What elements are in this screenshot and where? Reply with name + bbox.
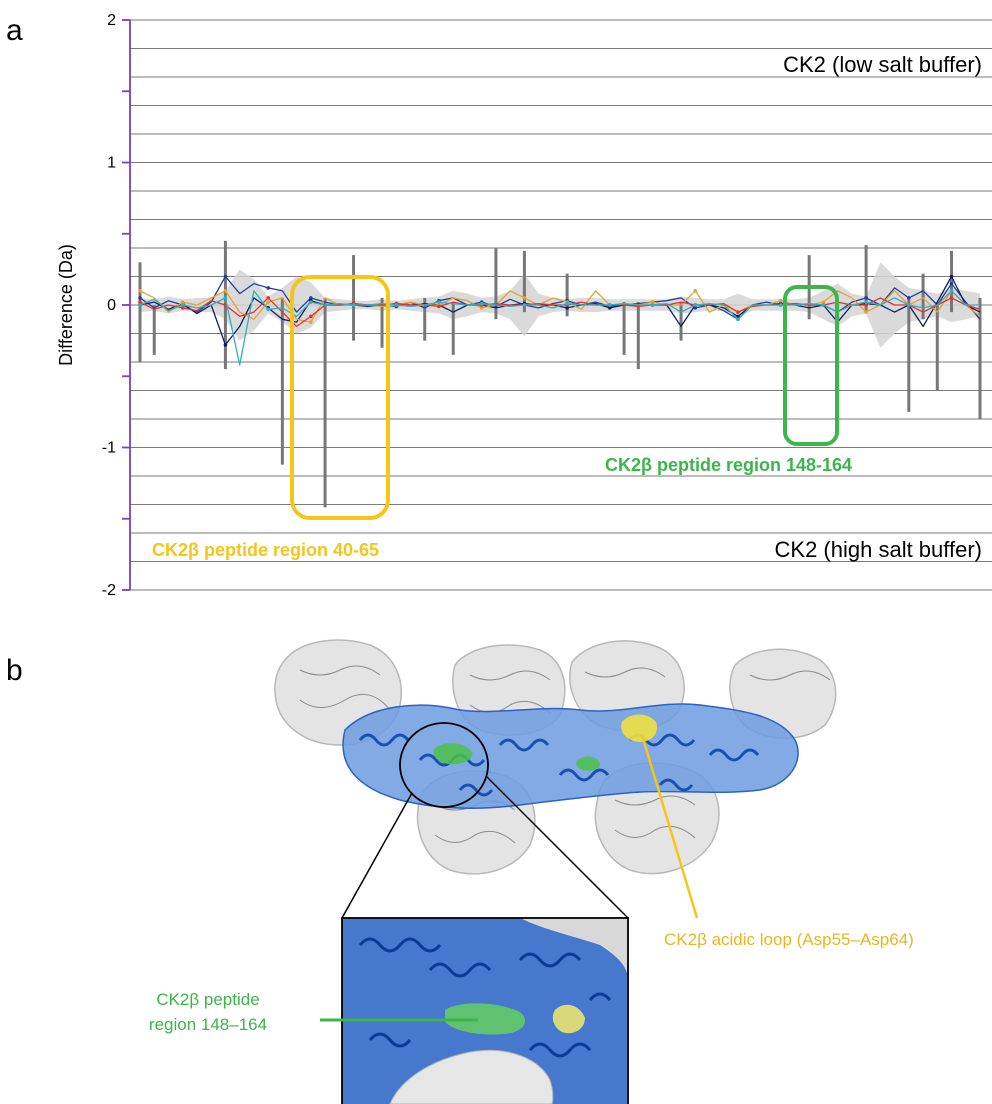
ck2-beta-surface (342, 703, 799, 810)
data-point (266, 300, 270, 304)
yellow-highlight-box (290, 275, 390, 520)
green-peptide-region-2 (576, 756, 600, 771)
y-tick-label: -2 (102, 582, 116, 599)
data-point (736, 310, 740, 314)
data-point (608, 303, 612, 307)
series-line-3 (139, 290, 981, 323)
data-point (949, 288, 954, 293)
data-point (650, 300, 655, 304)
data-point (437, 300, 441, 304)
panel-a-letter: a (6, 14, 23, 47)
data-point (138, 296, 142, 300)
y-tick-label: 1 (107, 155, 116, 172)
ck2-beta-helices (358, 733, 760, 797)
series-line-5 (139, 290, 980, 366)
data-point (223, 288, 228, 293)
peptide-label-line1: CK2β peptide (156, 990, 259, 1009)
data-point (907, 303, 911, 307)
data-point (522, 303, 527, 307)
acidic-loop-pointer (640, 734, 699, 919)
y-axis: -2 -1 0 1 2 (102, 12, 131, 599)
data-point (223, 343, 228, 347)
data-point (650, 303, 655, 307)
data-point (180, 306, 185, 310)
data-point (907, 296, 911, 300)
data-point (864, 296, 868, 300)
data-point (479, 301, 484, 306)
data-point (522, 296, 527, 300)
data-point (138, 303, 142, 307)
data-point (736, 314, 740, 319)
peptide-label-line2: region 148–164 (149, 1015, 267, 1034)
data-point (949, 281, 954, 286)
data-point (309, 314, 313, 319)
data-point (266, 307, 270, 312)
data-point (864, 300, 868, 304)
y-tick-label: 2 (107, 12, 116, 29)
green-highlight-box (783, 285, 839, 446)
data-point (821, 303, 826, 307)
green-peptide-region (433, 743, 473, 765)
difference-chart: -2 -1 0 1 2 CK2 (low salt buffer) CK2 (high … (56, 12, 992, 599)
data-point (864, 310, 868, 314)
zoom-line-left (341, 792, 413, 919)
data-point (949, 274, 954, 279)
data-point (736, 317, 740, 322)
error-bars (138, 240, 982, 508)
data-point (180, 303, 185, 307)
data-point (565, 301, 569, 306)
data-point (437, 304, 441, 309)
yellow-region-label: CK2β peptide region 40-65 (152, 540, 379, 560)
data-point (309, 296, 313, 300)
series-line-4 (139, 297, 981, 328)
bottom-label: CK2 (high salt buffer) (775, 537, 982, 562)
data-point (693, 288, 698, 293)
zoom-circle (399, 722, 489, 808)
y-tick-label: 0 (107, 297, 116, 314)
data-point (138, 300, 142, 304)
data-point (778, 298, 783, 303)
data-point (138, 288, 142, 293)
acidic-loop-label: CK2β acidic loop (Asp55–Asp64) (664, 930, 914, 949)
data-point (266, 286, 270, 290)
data-point (309, 320, 313, 324)
data-point (180, 300, 185, 304)
data-point (565, 306, 569, 310)
y-tick-label: -1 (102, 440, 116, 457)
data-point (266, 296, 270, 300)
data-point (693, 303, 698, 307)
data-point (479, 306, 484, 310)
data-point (309, 300, 313, 304)
data-point (949, 296, 954, 300)
top-label: CK2 (low salt buffer) (783, 52, 982, 77)
green-region-label: CK2β peptide region 148-164 (605, 455, 852, 475)
data-point (821, 300, 826, 304)
data-point (864, 303, 868, 307)
zoom-line-right (485, 775, 629, 919)
data-point (223, 274, 228, 279)
yellow-acidic-loop (621, 714, 658, 742)
inset-panel (341, 917, 629, 1104)
molecular-structure-panel: CK2β acidic loop (Asp55–Asp64) CK2β pept… (149, 639, 914, 1104)
data-point (394, 303, 399, 307)
y-axis-label: Difference (Da) (56, 244, 76, 366)
series-line-2 (139, 275, 981, 346)
panel-b-letter: b (6, 654, 23, 687)
data-point (351, 303, 356, 307)
data-point (608, 306, 612, 310)
series-lines (138, 274, 981, 366)
data-point (778, 303, 783, 307)
data-point (223, 296, 228, 300)
